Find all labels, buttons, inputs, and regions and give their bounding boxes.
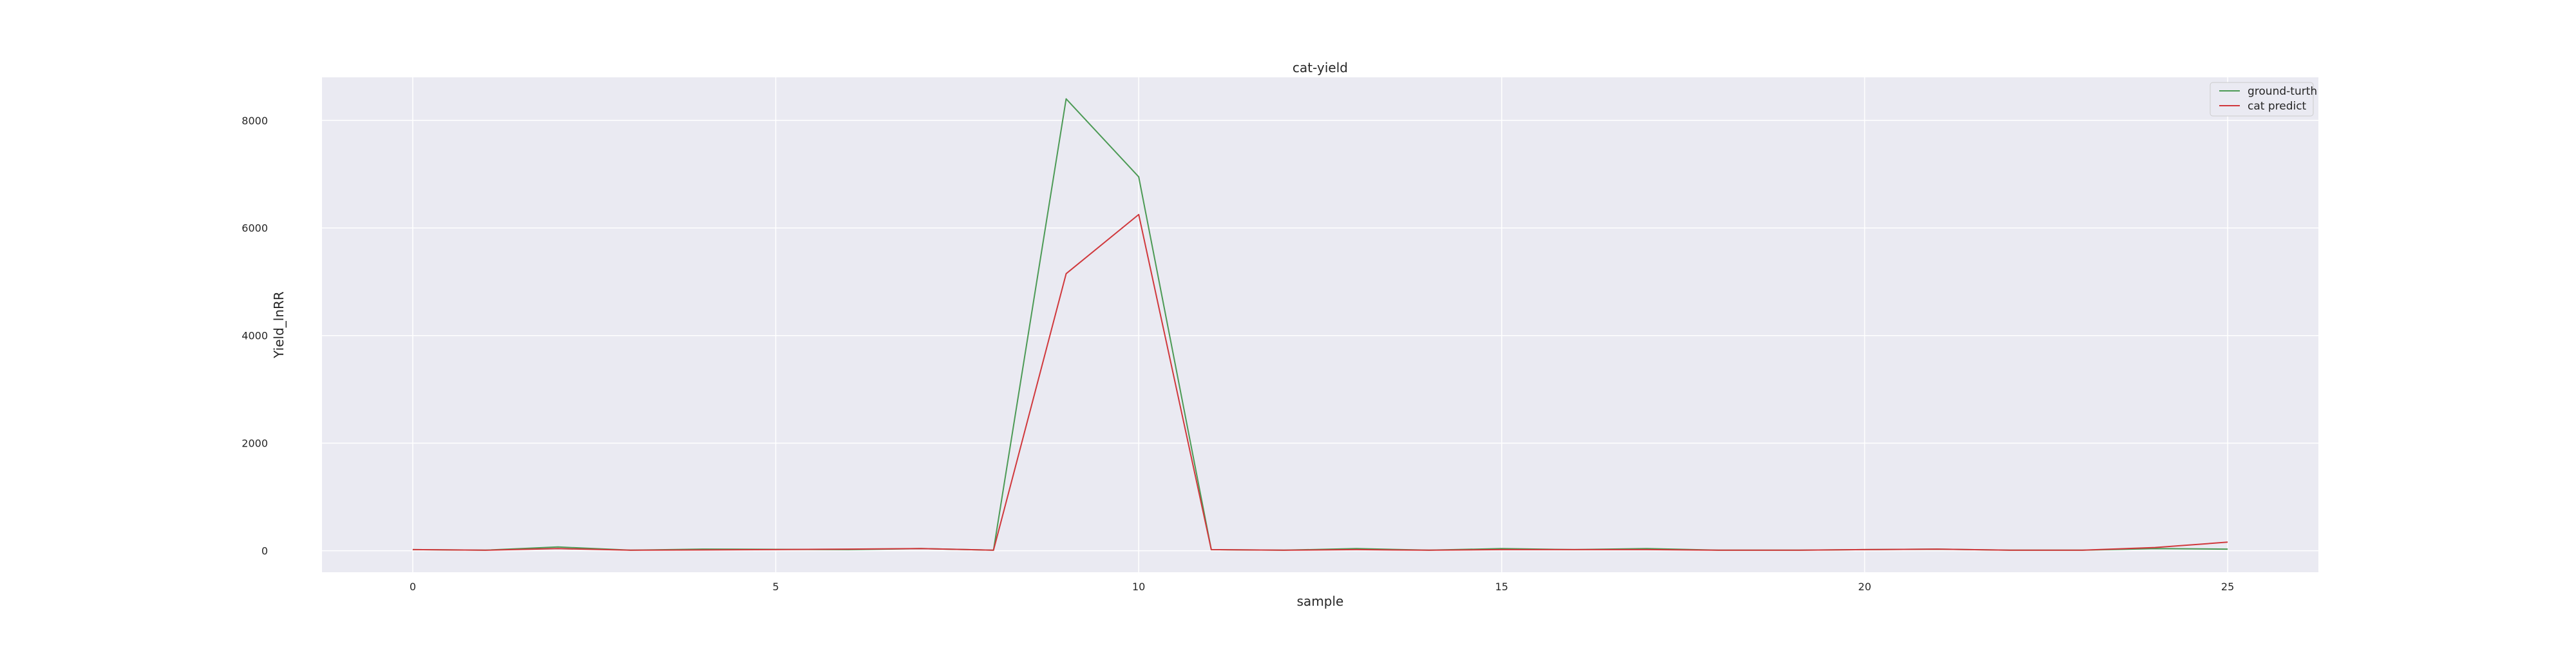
y-tick-label: 0 — [261, 545, 268, 557]
y-tick-label: 4000 — [242, 330, 268, 342]
x-tick-label: 5 — [772, 581, 779, 593]
tick-labels: 0 5 10 15 20 25 0 2000 4000 6000 8000 — [242, 115, 2234, 593]
x-tick-label: 0 — [410, 581, 416, 593]
y-tick-label: 6000 — [242, 222, 268, 235]
series-line-cat-predict — [412, 213, 2228, 551]
plot-area — [322, 77, 2318, 572]
x-tick-label: 10 — [1132, 581, 1145, 593]
legend: ground-turth cat predict — [2210, 82, 2317, 117]
series-lines — [412, 98, 2228, 551]
y-axis-label: Yield_lnRR — [271, 291, 287, 359]
legend-label-ground-turth: ground-turth — [2248, 85, 2317, 98]
legend-label-cat-predict: cat predict — [2248, 100, 2307, 113]
x-tick-label: 25 — [2221, 581, 2234, 593]
chart-title: cat-yield — [1293, 60, 1348, 75]
x-axis-label: sample — [1297, 594, 1344, 609]
x-tick-label: 20 — [1858, 581, 1871, 593]
y-tick-label: 2000 — [242, 438, 268, 450]
y-tick-label: 8000 — [242, 115, 268, 127]
x-tick-label: 15 — [1495, 581, 1508, 593]
